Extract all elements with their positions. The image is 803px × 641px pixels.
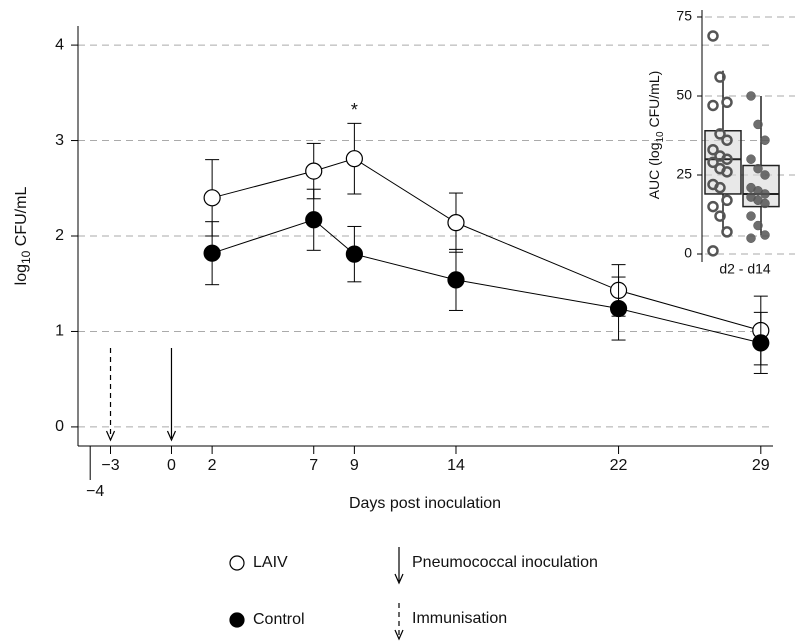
x-tick-label: −4 (86, 483, 104, 500)
arrow-head (105, 430, 116, 442)
point (721, 166, 733, 178)
point (714, 71, 726, 83)
point (746, 154, 756, 164)
y-tick-label: 1 (55, 323, 64, 340)
legend-label: LAIV (253, 554, 288, 571)
label-part: CFU/mL (13, 187, 30, 251)
legend-arrow (394, 547, 404, 585)
marker (203, 189, 221, 207)
y-tick-label: 0 (684, 245, 692, 261)
marker (203, 244, 221, 262)
legend-label: Control (253, 611, 305, 628)
point (721, 194, 733, 207)
point (707, 245, 719, 257)
point (721, 96, 733, 109)
marker (345, 245, 363, 263)
y-tick-label: 75 (676, 8, 692, 24)
legend-label: Pneumococcal inoculation (412, 554, 598, 571)
marker (447, 271, 465, 289)
x-tick-label: 2 (208, 457, 217, 474)
x-tick-label: 22 (610, 457, 628, 474)
point (707, 200, 719, 213)
marker (345, 150, 363, 168)
y-tick-label: 50 (676, 87, 692, 103)
point (707, 156, 719, 169)
y-tick-label: 4 (55, 36, 64, 53)
point (760, 170, 770, 180)
x-tick-label: 0 (167, 457, 176, 474)
event-arrow (105, 348, 116, 442)
point (714, 181, 726, 194)
x-tick-label: 29 (752, 457, 770, 474)
y-axis-label: log10 CFU/mL (13, 187, 33, 286)
y-tick-label: 25 (676, 166, 692, 182)
point (760, 135, 770, 145)
y-tick-label: 3 (55, 132, 64, 149)
legend-marker (229, 555, 245, 571)
series-line (211, 219, 761, 344)
x-tick-label: 9 (350, 457, 359, 474)
y-tick-label: 2 (55, 227, 64, 244)
label-subscript: 10 (19, 250, 33, 264)
marker (447, 214, 465, 232)
x-tick-label: d2 - d14 (719, 261, 771, 277)
point (707, 30, 719, 42)
point (753, 163, 763, 174)
y-axis-label: AUC (log10 CFU/mL) (646, 71, 666, 200)
point (760, 230, 770, 240)
legend-marker (229, 612, 245, 628)
point (721, 226, 733, 238)
point (753, 220, 763, 231)
marker (305, 211, 323, 229)
point (721, 153, 733, 165)
label-part: AUC (log (646, 143, 662, 200)
annotation: * (351, 100, 358, 120)
point (753, 119, 763, 130)
event-arrow (166, 348, 177, 442)
marker (609, 299, 628, 318)
point (721, 134, 733, 146)
point (760, 189, 770, 199)
point (707, 143, 719, 156)
arrow-head (166, 430, 177, 442)
legend-label: Immunisation (412, 610, 507, 627)
point (707, 99, 719, 112)
label-part: log (13, 264, 30, 285)
label-part: CFU/mL) (646, 71, 662, 132)
x-tick-label: 14 (447, 457, 465, 474)
point (746, 233, 756, 243)
point (714, 210, 726, 222)
arrow-head (394, 573, 404, 585)
legend-arrow (394, 603, 404, 641)
x-tick-label: −3 (101, 457, 119, 474)
arrow-head (394, 629, 404, 641)
marker (305, 162, 323, 180)
y-tick-label: 0 (55, 418, 64, 435)
x-axis-label: Days post inoculation (349, 495, 501, 512)
x-tick-label: 7 (309, 457, 318, 474)
point (760, 198, 770, 209)
label-subscript: 10 (655, 131, 666, 143)
point (746, 211, 756, 221)
point (714, 128, 726, 140)
series-line (211, 158, 761, 331)
marker (752, 334, 770, 352)
point (746, 91, 756, 101)
